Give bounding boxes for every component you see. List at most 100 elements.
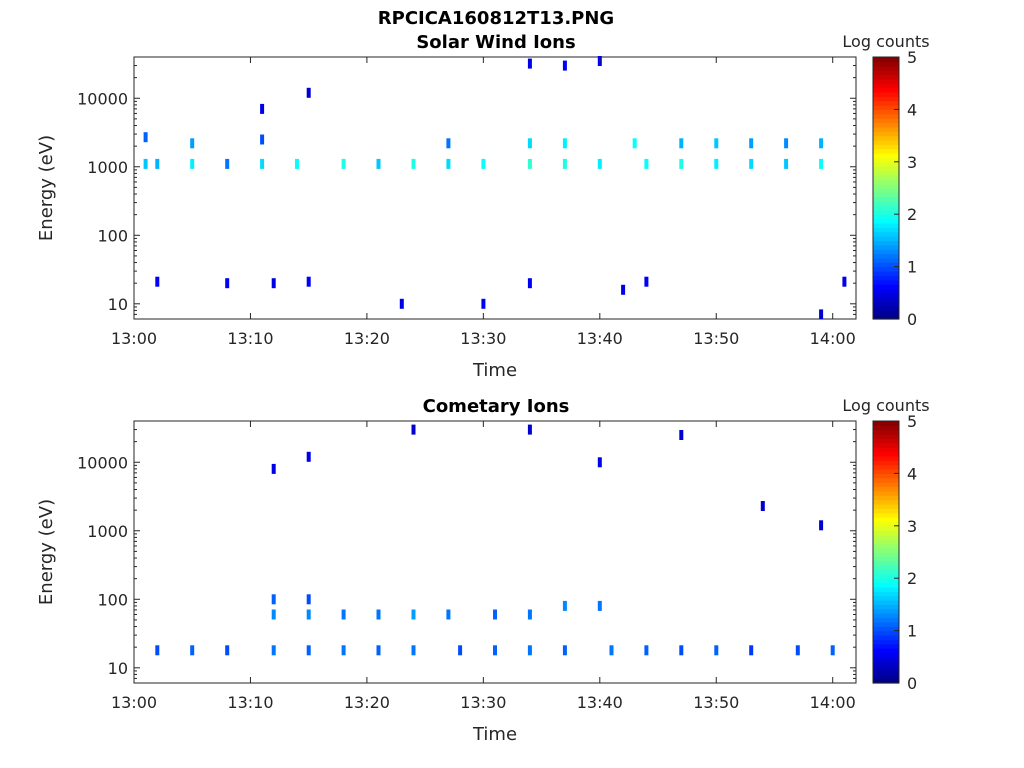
colorbar-segment: [873, 270, 899, 276]
colorbar-segment: [873, 486, 899, 492]
colorbar-tick-label: 4: [907, 464, 917, 483]
colorbar-segment: [873, 552, 899, 557]
heatmap-cell: [527, 58, 532, 69]
heatmap-cell: [597, 600, 602, 611]
heatmap-cell: [190, 138, 195, 149]
colorbar-segment: [873, 595, 899, 601]
colorbar-segment: [873, 490, 899, 496]
colorbar-segment: [873, 678, 899, 684]
x-tick-label: 13:20: [344, 693, 390, 712]
heatmap-cell: [190, 645, 195, 656]
heatmap-cell: [306, 645, 311, 656]
colorbar-segment: [873, 122, 899, 128]
heatmap-cell: [819, 138, 824, 149]
colorbar-tick-label: 5: [907, 412, 917, 431]
x-tick-label: 14:00: [810, 329, 856, 348]
heatmap-cell: [830, 645, 835, 656]
colorbar-label: Log counts: [842, 396, 929, 415]
colorbar-segment: [873, 96, 899, 102]
colorbar-segment: [873, 87, 899, 93]
heatmap-cell: [271, 463, 276, 474]
colorbar-segment: [873, 499, 899, 505]
heatmap-cell: [749, 645, 754, 656]
colorbar-segment: [873, 438, 899, 444]
colorbar-segment: [873, 288, 899, 294]
heatmap-cell: [376, 609, 381, 620]
heatmap-cell: [562, 138, 567, 149]
heatmap-cell: [341, 609, 346, 620]
heatmap-cell: [562, 60, 567, 71]
heatmap-cell: [714, 138, 719, 149]
plot-area: [133, 420, 857, 684]
colorbar-segment: [873, 131, 899, 137]
colorbar-segment: [873, 78, 899, 84]
colorbar-segment: [873, 292, 899, 298]
y-tick-label: 1000: [87, 522, 128, 541]
colorbar-segment: [873, 249, 899, 255]
heatmap-cell: [632, 138, 637, 149]
colorbar-segment: [873, 421, 899, 426]
colorbar-segment: [873, 196, 899, 202]
colorbar-segment: [873, 674, 899, 680]
figure-title: RPCICA160812T13.PNG: [378, 8, 614, 29]
y-tick-label: 10: [108, 659, 128, 678]
colorbar-segment: [873, 495, 899, 501]
heatmap-cell: [225, 645, 230, 656]
heatmap-cell: [819, 158, 824, 169]
colorbar-segment: [873, 301, 899, 307]
colorbar-tick-label: 5: [907, 48, 917, 67]
colorbar-segment: [873, 139, 899, 145]
heatmap-cell: [306, 609, 311, 620]
colorbar-tick-label: 1: [907, 622, 917, 641]
heatmap-cell: [679, 158, 684, 169]
colorbar-segment: [873, 617, 899, 623]
y-axis-ticks: 10 100 1000 10000: [77, 420, 856, 684]
colorbar-segment: [873, 560, 899, 566]
colorbar-segment: [873, 578, 899, 584]
heatmap-cell: [271, 594, 276, 605]
colorbar-segment: [873, 257, 899, 263]
colorbar-segment: [873, 170, 899, 176]
y-tick-label: 100: [97, 590, 128, 609]
heatmap-cell: [341, 158, 346, 169]
x-tick-label: 14:00: [810, 693, 856, 712]
colorbar-segment: [873, 460, 899, 466]
heatmap-cell: [411, 645, 416, 656]
colorbar-segment: [873, 279, 899, 285]
colorbar-segment: [873, 473, 899, 479]
colorbar-segment: [873, 634, 899, 640]
colorbar-segment: [873, 297, 899, 303]
heatmap-cell: [819, 309, 824, 320]
heatmap-cell: [527, 609, 532, 620]
x-tick-label: 13:50: [693, 693, 739, 712]
heatmap-cell: [621, 284, 626, 295]
colorbar-segment: [873, 582, 899, 588]
heatmap-cell: [527, 158, 532, 169]
x-tick-label: 13:40: [577, 329, 623, 348]
colorbar-segment: [873, 538, 899, 544]
x-tick-label: 13:40: [577, 693, 623, 712]
colorbar-tick-label: 0: [907, 310, 917, 329]
colorbar-segment: [873, 639, 899, 645]
colorbar-segment: [873, 161, 899, 167]
heatmap-cell: [225, 278, 230, 289]
colorbar-segment: [873, 534, 899, 540]
heatmap-cell: [749, 158, 754, 169]
colorbar-segment: [873, 135, 899, 141]
colorbar-segment: [873, 144, 899, 150]
heatmap-cell: [795, 645, 800, 656]
heatmap-cell: [609, 645, 614, 656]
x-tick-label: 13:10: [227, 329, 273, 348]
heatmap-cells: [155, 424, 835, 656]
heatmap-cell: [527, 645, 532, 656]
heatmap-cell: [155, 158, 160, 169]
colorbar-segment: [873, 508, 899, 514]
heatmap-cell: [411, 158, 416, 169]
heatmap-cell: [399, 298, 404, 309]
colorbar-segment: [873, 188, 899, 193]
heatmap-cell: [341, 645, 346, 656]
colorbar-segment: [873, 262, 899, 268]
heatmap-cell: [644, 645, 649, 656]
colorbar-segment: [873, 183, 899, 189]
colorbar-segment: [873, 61, 899, 67]
